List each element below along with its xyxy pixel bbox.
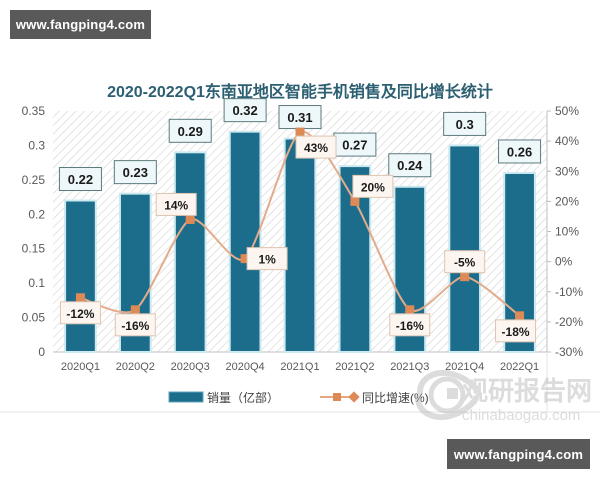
svg-text:0.32: 0.32 [232,103,257,118]
svg-text:0.35: 0.35 [22,104,46,118]
svg-text:0.31: 0.31 [287,110,312,125]
svg-text:0%: 0% [555,255,573,269]
svg-text:0.24: 0.24 [397,158,423,173]
svg-text:2022Q1: 2022Q1 [500,361,539,373]
svg-text:0.2: 0.2 [28,207,45,221]
svg-text:20%: 20% [555,194,579,208]
svg-text:1%: 1% [258,253,276,267]
svg-text:-30%: -30% [555,345,583,359]
svg-text:0.25: 0.25 [22,173,46,187]
svg-text:2021Q3: 2021Q3 [390,361,429,373]
svg-text:0.3: 0.3 [28,138,45,152]
svg-text:销量（亿部）: 销量（亿部） [207,390,279,405]
svg-text:-5%: -5% [454,256,476,270]
svg-text:0.23: 0.23 [123,165,148,180]
svg-text:14%: 14% [164,198,188,212]
svg-text:2021Q2: 2021Q2 [335,361,374,373]
svg-text:2020Q4: 2020Q4 [226,361,265,373]
svg-text:0.29: 0.29 [178,124,203,139]
svg-text:-18%: -18% [502,325,530,339]
svg-text:30%: 30% [555,164,579,178]
svg-text:50%: 50% [555,104,579,118]
svg-text:chinabaogao.com: chinabaogao.com [462,407,580,424]
svg-text:0.15: 0.15 [22,242,46,256]
svg-text:0.26: 0.26 [507,144,532,159]
svg-text:0.3: 0.3 [456,117,474,132]
svg-text:43%: 43% [304,141,328,155]
svg-text:-16%: -16% [396,319,424,333]
svg-text:2020Q3: 2020Q3 [171,361,210,373]
svg-text:观研报告网: 观研报告网 [462,376,592,406]
svg-text:-20%: -20% [555,315,583,329]
svg-text:2021Q1: 2021Q1 [280,361,319,373]
svg-text:0.22: 0.22 [68,172,93,187]
svg-text:2020Q1: 2020Q1 [61,361,100,373]
svg-text:-10%: -10% [555,285,583,299]
svg-text:0.1: 0.1 [28,276,45,290]
svg-text:-16%: -16% [121,319,149,333]
svg-text:10%: 10% [555,225,579,239]
svg-text:0.27: 0.27 [342,138,367,153]
svg-text:0: 0 [38,345,45,359]
svg-text:20%: 20% [361,180,385,194]
svg-text:0.05: 0.05 [22,311,46,325]
svg-text:-12%: -12% [66,307,94,321]
svg-text:40%: 40% [555,134,579,148]
svg-text:2020Q2: 2020Q2 [116,361,155,373]
